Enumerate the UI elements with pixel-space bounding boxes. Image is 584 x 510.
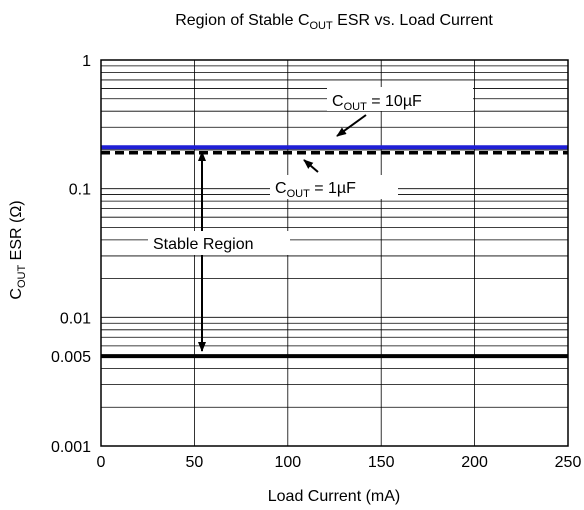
x-tick-label: 0 [97,454,106,471]
y-tick-label: 0.01 [60,310,91,327]
series-lines [101,145,568,359]
x-tick-label: 100 [274,454,301,471]
tick-labels: 0 50 100 150 200 250 0.001 0.005 0.01 0.1 1 [51,53,581,471]
x-axis-label: Load Current (mA) [268,488,401,505]
stable-region-label: Stable Region [153,236,254,253]
y-tick-label: 0.1 [69,182,91,199]
annotation-stable-region: Stable Region [148,151,290,352]
plot-frame [100,59,569,447]
chart-title: Region of Stable COUT ESR vs. Load Curre… [175,12,493,32]
annotation-arrow-10uf [336,114,367,137]
x-tick-label: 150 [368,454,395,471]
y-axis-label: COUT ESR (Ω) [8,200,28,299]
annotation-arrow-1uf [303,159,319,173]
x-tick-label: 250 [555,454,582,471]
y-tick-label: 0.001 [51,439,91,456]
annotation-bg [148,231,290,255]
x-tick-label: 200 [461,454,488,471]
y-tick-label: 1 [82,53,91,70]
y-tick-label: 0.005 [51,349,91,366]
annotation-label-1uf: COUT = 1µF [275,180,356,200]
annotation-cout-10uf: COUT = 10µF [327,87,473,137]
annotation-bg [270,175,398,199]
annotation-label-10uf: COUT = 10µF [332,93,422,113]
annotation-bg [327,87,473,111]
x-tick-label: 50 [186,454,204,471]
annotation-cout-1uf: COUT = 1µF [270,159,398,200]
